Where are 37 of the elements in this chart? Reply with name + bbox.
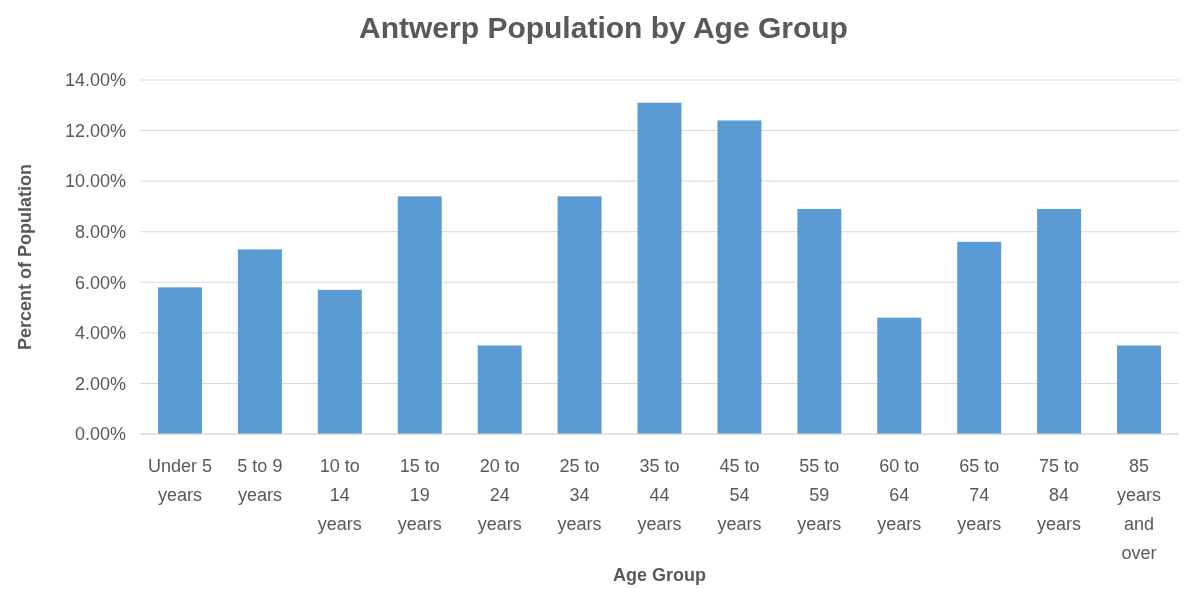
- bar: [237, 249, 282, 434]
- x-tick-label: 5 to 9 years: [237, 456, 283, 505]
- bar: [1037, 208, 1082, 434]
- x-tick-label: 15 to 19 years: [397, 456, 442, 534]
- y-tick-label: 10.00%: [64, 171, 126, 192]
- x-tick-label: 35 to 44 years: [637, 456, 682, 534]
- x-tick-label: 20 to 24 years: [477, 456, 522, 534]
- x-tick-label: 85 years and over: [1117, 456, 1162, 563]
- bar: [957, 241, 1002, 434]
- x-tick-label: 10 to 14 years: [317, 456, 362, 534]
- x-tick-label: 60 to 64 years: [877, 456, 922, 534]
- chart-title: Antwerp Population by Age Group: [359, 11, 848, 44]
- bar: [637, 102, 682, 434]
- y-tick-label: 14.00%: [64, 70, 126, 91]
- y-tick-label: 0.00%: [74, 424, 126, 445]
- bar: [797, 208, 842, 434]
- y-tick-label: 2.00%: [74, 373, 126, 394]
- y-tick-label: 12.00%: [64, 120, 126, 141]
- y-tick-label: 8.00%: [74, 222, 126, 243]
- bar: [317, 289, 362, 434]
- bar: [477, 345, 522, 434]
- x-tick-label: 45 to 54 years: [717, 456, 762, 534]
- x-tick-label: Under 5 years: [147, 456, 212, 505]
- bar: [557, 196, 602, 434]
- bar: [157, 287, 202, 434]
- y-axis-title: Percent of Population: [15, 163, 35, 351]
- x-tick-label: 55 to 59 years: [797, 456, 842, 534]
- x-tick-label: 25 to 34 years: [557, 456, 602, 534]
- bar: [717, 120, 762, 434]
- y-tick-label: 4.00%: [74, 323, 126, 344]
- bar: [1117, 345, 1162, 434]
- bar: [877, 317, 922, 434]
- y-tick-label: 6.00%: [74, 272, 126, 293]
- bar: [397, 196, 442, 434]
- x-tick-label: 75 to 84 years: [1037, 456, 1082, 534]
- x-axis-title: Age Group: [613, 565, 706, 585]
- x-tick-label: 65 to 74 years: [957, 456, 1002, 534]
